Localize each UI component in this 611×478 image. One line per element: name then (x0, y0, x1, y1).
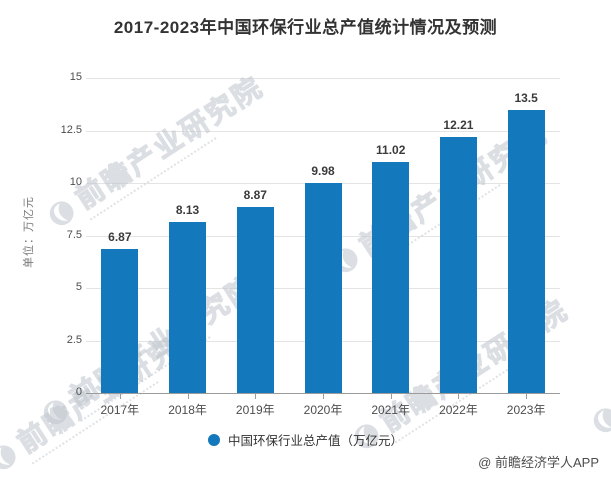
y-tick-label: 12.5 (60, 123, 82, 136)
x-tick-label: 2019年 (235, 403, 275, 417)
bar-value-label: 6.87 (108, 229, 132, 244)
bar-2018年 (169, 222, 207, 393)
y-tick-label: 15 (69, 71, 82, 83)
bar-value-label: 9.98 (311, 164, 335, 179)
y-tick-label: 7.5 (66, 228, 82, 241)
x-tick (255, 394, 257, 399)
y-tick-label: 10 (69, 176, 82, 188)
x-tick (458, 394, 460, 399)
x-tick (119, 394, 121, 399)
x-tick (323, 394, 324, 399)
x-tick-label: 2022年 (439, 403, 478, 417)
legend-label: 中国环保行业总产值（万亿元） (227, 434, 403, 448)
y-tick-label: 5 (75, 281, 82, 293)
bar-2017年 (101, 248, 139, 393)
gridline (86, 130, 560, 132)
bar-2023年 (507, 109, 545, 393)
chart-title: 2017-2023年中国环保行业总产值统计情况及预测 (113, 18, 498, 37)
bar-2022年 (439, 136, 477, 393)
x-tick (526, 394, 528, 399)
legend-marker (207, 433, 220, 446)
bar-2021年 (372, 161, 410, 393)
bar-value-label: 8.13 (175, 203, 200, 218)
bar-value-label: 8.87 (243, 187, 267, 202)
bar-2019年 (236, 206, 274, 393)
gridline (86, 78, 560, 79)
y-axis-title: 单位：万亿元 (23, 196, 35, 268)
attribution: @ 前瞻经济学人APP (478, 455, 599, 470)
y-tick-label: 0 (75, 386, 82, 398)
x-tick-label: 2020年 (303, 403, 343, 417)
y-tick-label: 2.5 (66, 333, 82, 346)
x-axis-line (86, 393, 560, 394)
x-tick-label: 2023年 (506, 403, 546, 417)
x-tick-label: 2021年 (371, 403, 411, 417)
legend: 中国环保行业总产值（万亿元） (0, 430, 611, 449)
x-tick-label: 2018年 (168, 403, 207, 417)
x-tick (187, 394, 189, 399)
bar-value-label: 11.02 (376, 142, 406, 157)
bar-value-label: 12.21 (443, 117, 474, 132)
bar-2020年 (304, 183, 342, 393)
x-tick (390, 394, 392, 399)
x-tick-label: 2017年 (100, 403, 140, 417)
watermark: 前瞻产业研究院 (579, 266, 611, 452)
bar-value-label: 13.5 (514, 90, 538, 105)
